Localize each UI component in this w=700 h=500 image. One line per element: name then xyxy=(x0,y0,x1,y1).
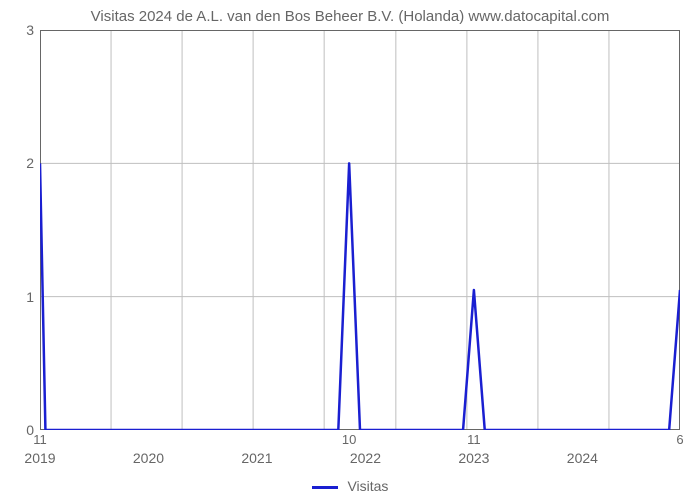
chart-title: Visitas 2024 de A.L. van den Bos Beheer … xyxy=(0,8,700,25)
data-point-label: 6 xyxy=(676,432,683,447)
x-tick-label: 2024 xyxy=(567,450,598,466)
x-tick-label: 2020 xyxy=(133,450,164,466)
data-point-label: 11 xyxy=(467,432,481,447)
x-tick-label: 2022 xyxy=(350,450,381,466)
data-point-label: 10 xyxy=(342,432,356,447)
legend-label: Visitas xyxy=(347,478,388,494)
chart-area: 01232019202020212022202320241110116 xyxy=(40,30,680,430)
x-tick-label: 2019 xyxy=(24,450,55,466)
data-point-label: 11 xyxy=(33,432,47,447)
x-tick-label: 2023 xyxy=(458,450,489,466)
chart-svg xyxy=(40,30,680,430)
legend-swatch xyxy=(312,486,338,489)
x-tick-label: 2021 xyxy=(241,450,272,466)
y-tick-label: 3 xyxy=(26,22,34,38)
y-tick-label: 2 xyxy=(26,155,34,171)
chart-legend: Visitas xyxy=(0,478,700,494)
y-tick-label: 1 xyxy=(26,289,34,305)
